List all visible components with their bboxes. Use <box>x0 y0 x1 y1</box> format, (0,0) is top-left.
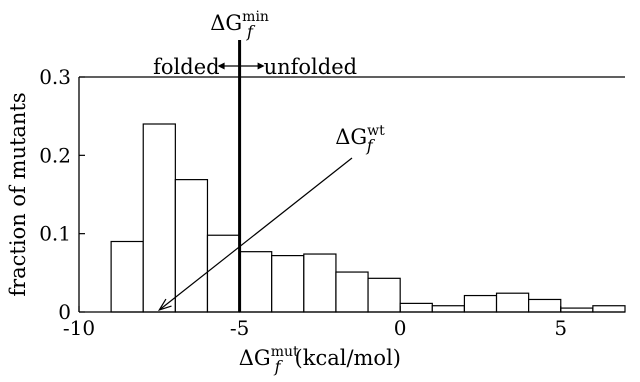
histogram-bar <box>431 305 466 313</box>
x-tick-label: -10 <box>63 316 95 340</box>
y-axis-label: fraction of mutants <box>6 92 30 296</box>
threshold-label-delta: ΔG <box>210 11 242 35</box>
wildtype-label-delta: ΔG <box>335 125 367 149</box>
x-axis-label-unit: (kcal/mol) <box>295 346 401 370</box>
x-axis-label-sub: f <box>274 357 284 376</box>
threshold-label-sub: f <box>246 22 256 41</box>
x-tick-label: 5 <box>554 316 567 340</box>
y-tick-label: 0 <box>58 300 71 324</box>
histogram-bar <box>142 123 176 313</box>
x-tick-label: 0 <box>394 316 407 340</box>
wildtype-label-sub: f <box>366 136 376 155</box>
y-tick-label: 0.2 <box>39 143 71 167</box>
histogram-bar <box>335 271 369 313</box>
histogram-bars <box>110 123 626 313</box>
fold-arrowhead-left <box>217 62 225 70</box>
histogram-bar <box>110 240 144 313</box>
histogram-bar <box>271 255 305 313</box>
wildtype-label: ΔGwt f <box>335 123 385 155</box>
x-axis-label: ΔGmut f (kcal/mol) <box>239 344 401 376</box>
wildtype-arrow-shaft <box>158 157 353 311</box>
threshold-label-sup: min <box>242 9 269 25</box>
histogram-bar <box>174 179 209 313</box>
histogram-bar <box>367 277 401 313</box>
wildtype-label-sup: wt <box>367 123 385 139</box>
histogram-bar <box>238 251 273 313</box>
wildtype-arrow <box>157 157 353 312</box>
unfolded-label: unfolded <box>264 55 358 79</box>
folded-unfolded-arrows <box>217 62 265 70</box>
histogram-bar <box>528 298 562 313</box>
histogram-bar <box>592 305 626 313</box>
y-tick-label: 0.3 <box>39 65 71 89</box>
histogram-bar <box>495 292 530 313</box>
histogram-bar <box>206 234 241 313</box>
histogram-bar <box>463 294 498 313</box>
histogram-bar <box>303 253 337 313</box>
x-axis-label-delta: ΔG <box>239 346 271 370</box>
x-tick-label: -5 <box>230 316 249 340</box>
folded-label: folded <box>153 55 219 79</box>
threshold-label: ΔGmin f <box>210 9 269 41</box>
wildtype-arrowhead <box>157 298 172 312</box>
axis-ticks: -10 -5 0 5 0 0.1 0.2 0.3 <box>39 65 567 340</box>
x-axis-label-sup: mut <box>271 344 299 360</box>
fold-arrowhead-right <box>257 62 265 70</box>
y-tick-label: 0.1 <box>39 222 71 246</box>
histogram-bar <box>399 302 433 313</box>
